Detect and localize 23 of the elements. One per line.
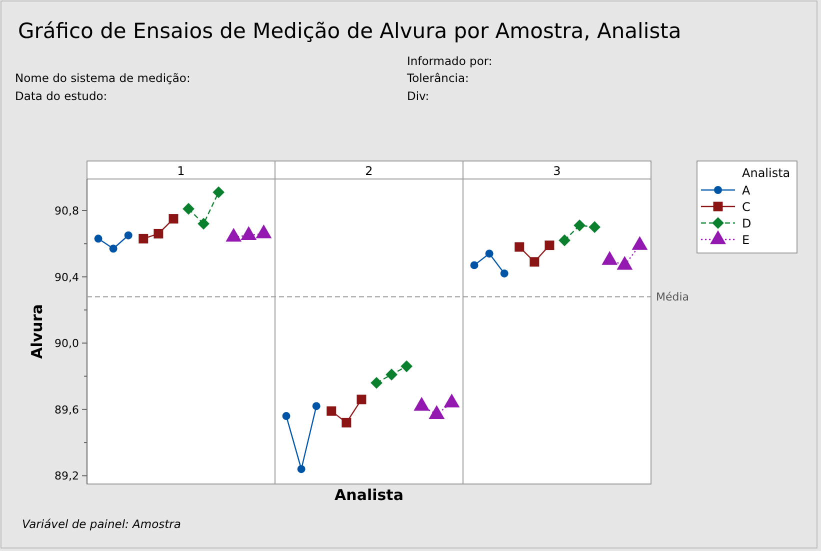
legend-label: E — [742, 233, 750, 247]
text: 3 — [553, 164, 561, 178]
y-tick-label: 90,8 — [54, 204, 79, 218]
y-tick-label: 89,6 — [54, 403, 79, 416]
text: 2 — [365, 164, 373, 178]
x-axis-title: Analista — [334, 486, 404, 504]
y-axis-title: Alvura — [28, 304, 46, 359]
legend-label: D — [742, 216, 752, 230]
text: Nome do sistema de medição: — [15, 71, 190, 85]
y-tick-label: 90,4 — [54, 270, 79, 284]
y-tick-label: 90,0 — [54, 337, 79, 350]
ref-line-label: Média — [656, 290, 690, 304]
legend-label: A — [742, 184, 751, 198]
text: Informado por: — [407, 54, 492, 68]
text: Div: — [407, 89, 430, 103]
legend-label: C — [742, 200, 750, 214]
chart-title: Gráfico de Ensaios de Medição de Alvura por Amostra, Analista — [18, 19, 682, 43]
text: 1 — [177, 164, 185, 178]
legend-title: Analista — [742, 166, 790, 180]
text: Data do estudo: — [15, 89, 108, 103]
text: Tolerância: — [406, 71, 469, 85]
text: Variável de painel: Amostra — [22, 517, 181, 531]
y-tick-label: 89,2 — [54, 470, 79, 483]
